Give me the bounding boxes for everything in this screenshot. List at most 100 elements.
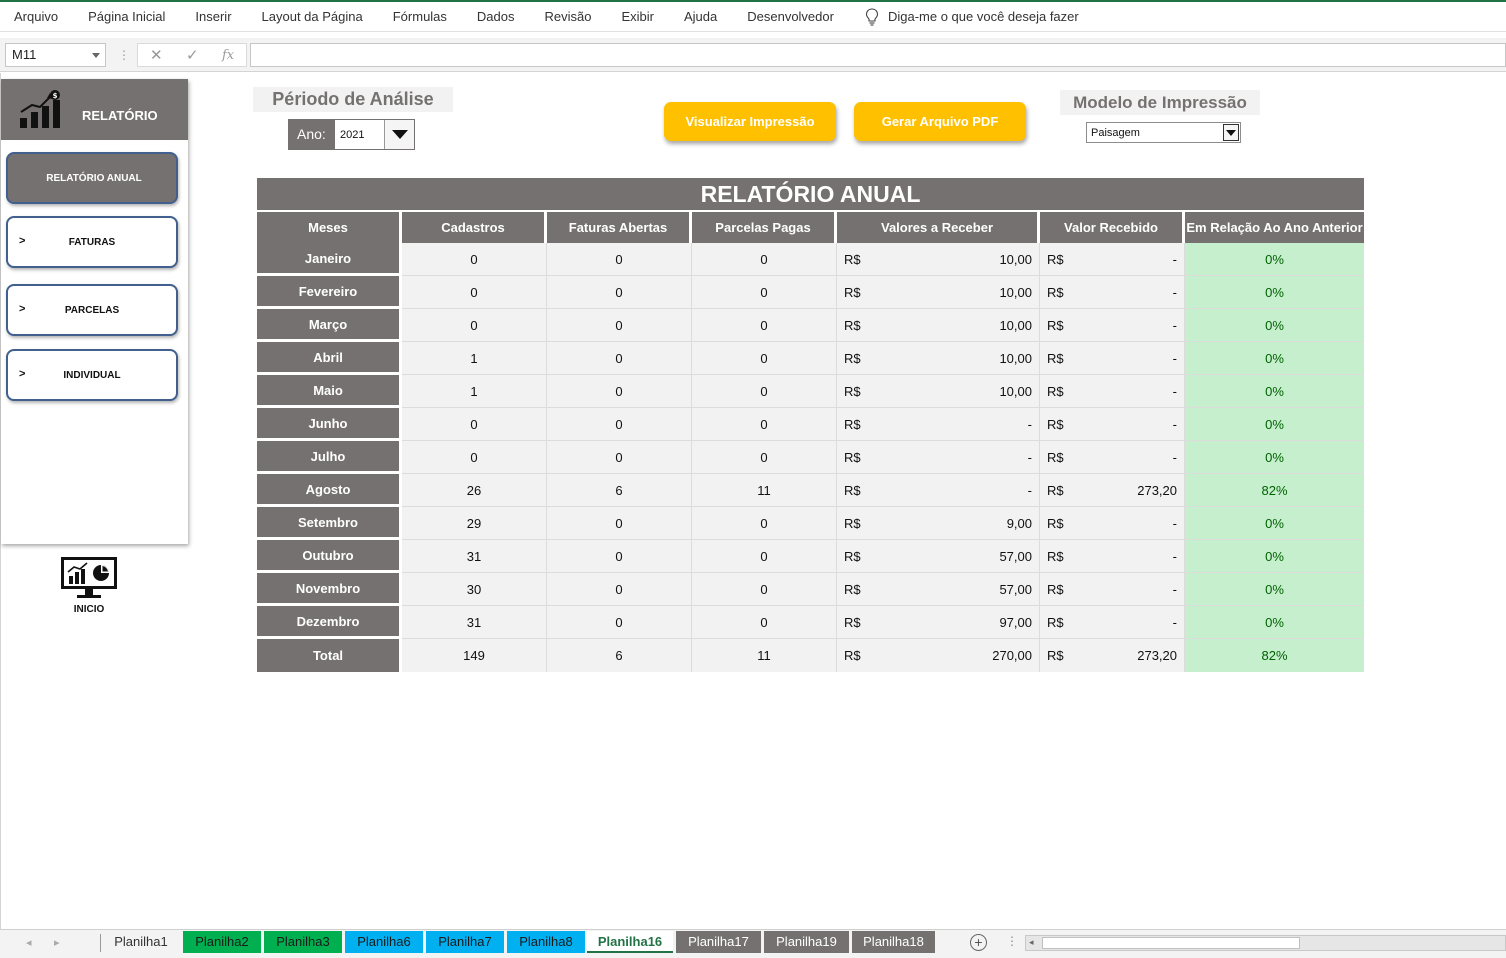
valor-recebido-cell[interactable]: R$ - xyxy=(1040,408,1185,441)
month-cell[interactable]: Agosto xyxy=(257,474,402,507)
valores-receber-cell[interactable]: R$ 9,00 xyxy=(837,507,1040,540)
faturas-cell[interactable]: 0 xyxy=(547,309,692,342)
sheet-tab-planilha7[interactable]: Planilha7 xyxy=(426,931,504,953)
valores-receber-cell[interactable]: R$ 10,00 xyxy=(837,243,1040,276)
valor-recebido-cell[interactable]: R$ - xyxy=(1040,375,1185,408)
sheet-tab-planilha16[interactable]: Planilha16 xyxy=(587,931,673,953)
tab-dados[interactable]: Dados xyxy=(476,9,515,24)
tab-inserir[interactable]: Inserir xyxy=(195,9,232,24)
parcelas-cell[interactable]: 0 xyxy=(692,243,837,276)
chevron-down-icon[interactable] xyxy=(92,53,100,58)
relacao-ano-anterior-cell[interactable]: 0% xyxy=(1185,375,1364,408)
parcelas-cell[interactable]: 0 xyxy=(692,309,837,342)
cadastros-cell[interactable]: 0 xyxy=(402,243,547,276)
chevron-left-icon[interactable]: ◂ xyxy=(26,937,32,949)
sheet-tab-planilha6[interactable]: Planilha6 xyxy=(345,931,423,953)
cadastros-cell[interactable]: 0 xyxy=(402,441,547,474)
parcelas-cell[interactable]: 11 xyxy=(692,474,837,507)
sheet-tab-planilha18[interactable]: Planilha18 xyxy=(852,931,935,953)
faturas-cell[interactable]: 6 xyxy=(547,639,692,672)
faturas-cell[interactable]: 0 xyxy=(547,375,692,408)
relacao-ano-anterior-cell[interactable]: 0% xyxy=(1185,243,1364,276)
gerar-pdf-button[interactable]: Gerar Arquivo PDF xyxy=(854,102,1026,141)
cadastros-cell[interactable]: 29 xyxy=(402,507,547,540)
column-header[interactable]: Faturas Abertas xyxy=(547,212,692,243)
relacao-ano-anterior-cell[interactable]: 0% xyxy=(1185,342,1364,375)
parcelas-cell[interactable]: 0 xyxy=(692,507,837,540)
scrollbar-thumb[interactable] xyxy=(1042,937,1300,949)
month-cell[interactable]: Maio xyxy=(257,375,402,408)
tell-me-box[interactable]: Diga-me o que você deseja fazer xyxy=(864,7,1079,26)
sheet-tab-planilha3[interactable]: Planilha3 xyxy=(264,931,342,953)
nav-faturas-button[interactable]: > FATURAS xyxy=(6,216,178,268)
ano-dropdown-button[interactable] xyxy=(384,120,414,149)
parcelas-cell[interactable]: 0 xyxy=(692,276,837,309)
valor-recebido-cell[interactable]: R$ - xyxy=(1040,342,1185,375)
insert-function-icon[interactable]: fx xyxy=(222,48,235,63)
parcelas-cell[interactable]: 0 xyxy=(692,342,837,375)
month-cell[interactable]: Dezembro xyxy=(257,606,402,639)
month-cell[interactable]: Julho xyxy=(257,441,402,474)
valor-recebido-cell[interactable]: R$ - xyxy=(1040,507,1185,540)
tab-arquivo[interactable]: Arquivo xyxy=(14,9,59,24)
parcelas-cell[interactable]: 0 xyxy=(692,540,837,573)
faturas-cell[interactable]: 6 xyxy=(547,474,692,507)
parcelas-cell[interactable]: 0 xyxy=(692,573,837,606)
add-sheet-icon[interactable]: + xyxy=(970,934,987,951)
relacao-ano-anterior-cell[interactable]: 0% xyxy=(1185,309,1364,342)
column-header[interactable]: Valores a Receber xyxy=(837,212,1040,243)
parcelas-cell[interactable]: 0 xyxy=(692,441,837,474)
cancel-icon[interactable]: ✕ xyxy=(150,47,163,64)
valor-recebido-cell[interactable]: R$ - xyxy=(1040,276,1185,309)
faturas-cell[interactable]: 0 xyxy=(547,606,692,639)
relacao-ano-anterior-cell[interactable]: 0% xyxy=(1185,573,1364,606)
column-header[interactable]: Parcelas Pagas xyxy=(692,212,837,243)
month-cell[interactable]: Setembro xyxy=(257,507,402,540)
month-cell[interactable]: Total xyxy=(257,639,402,672)
faturas-cell[interactable]: 0 xyxy=(547,276,692,309)
cadastros-cell[interactable]: 0 xyxy=(402,309,547,342)
tab-pagina-inicial[interactable]: Página Inicial xyxy=(88,9,166,24)
inicio-button[interactable]: INICIO xyxy=(60,556,118,615)
valor-recebido-cell[interactable]: R$ 273,20 xyxy=(1040,474,1185,507)
model-dropdown-button[interactable] xyxy=(1223,124,1239,141)
month-cell[interactable]: Outubro xyxy=(257,540,402,573)
relacao-ano-anterior-cell[interactable]: 0% xyxy=(1185,276,1364,309)
valores-receber-cell[interactable]: R$ - xyxy=(837,441,1040,474)
valor-recebido-cell[interactable]: R$ 273,20 xyxy=(1040,639,1185,672)
valor-recebido-cell[interactable]: R$ - xyxy=(1040,540,1185,573)
faturas-cell[interactable]: 0 xyxy=(547,408,692,441)
valores-receber-cell[interactable]: R$ - xyxy=(837,474,1040,507)
valores-receber-cell[interactable]: R$ - xyxy=(837,408,1040,441)
tabs-split-grip-icon[interactable]: ⋮ xyxy=(1006,934,1018,948)
column-header[interactable]: Valor Recebido xyxy=(1040,212,1185,243)
horizontal-scrollbar[interactable]: ◂ xyxy=(1025,935,1506,951)
cadastros-cell[interactable]: 1 xyxy=(402,375,547,408)
parcelas-cell[interactable]: 11 xyxy=(692,639,837,672)
tab-revisao[interactable]: Revisão xyxy=(544,9,592,24)
month-cell[interactable]: Abril xyxy=(257,342,402,375)
sheet-tab-planilha2[interactable]: Planilha2 xyxy=(183,931,261,953)
column-header[interactable]: Cadastros xyxy=(402,212,547,243)
relacao-ano-anterior-cell[interactable]: 82% xyxy=(1185,639,1364,672)
month-cell[interactable]: Junho xyxy=(257,408,402,441)
scroll-left-icon[interactable]: ◂ xyxy=(1029,937,1034,947)
model-select[interactable]: Paisagem xyxy=(1086,122,1241,143)
nav-relatorio-anual-button[interactable]: RELATÓRIO ANUAL xyxy=(6,152,178,204)
valores-receber-cell[interactable]: R$ 57,00 xyxy=(837,573,1040,606)
ano-select[interactable]: 2021 xyxy=(334,119,415,150)
month-cell[interactable]: Janeiro xyxy=(257,243,402,276)
relacao-ano-anterior-cell[interactable]: 0% xyxy=(1185,606,1364,639)
cadastros-cell[interactable]: 0 xyxy=(402,276,547,309)
valores-receber-cell[interactable]: R$ 10,00 xyxy=(837,342,1040,375)
tab-exibir[interactable]: Exibir xyxy=(621,9,654,24)
cadastros-cell[interactable]: 31 xyxy=(402,540,547,573)
visualizar-impressao-button[interactable]: Visualizar Impressão xyxy=(664,102,836,141)
tab-desenvolvedor[interactable]: Desenvolvedor xyxy=(747,9,834,24)
name-box[interactable]: M11 xyxy=(5,43,106,67)
valor-recebido-cell[interactable]: R$ - xyxy=(1040,606,1185,639)
nav-parcelas-button[interactable]: > PARCELAS xyxy=(6,284,178,336)
confirm-icon[interactable]: ✓ xyxy=(186,47,199,64)
faturas-cell[interactable]: 0 xyxy=(547,507,692,540)
formula-input[interactable] xyxy=(250,43,1506,67)
